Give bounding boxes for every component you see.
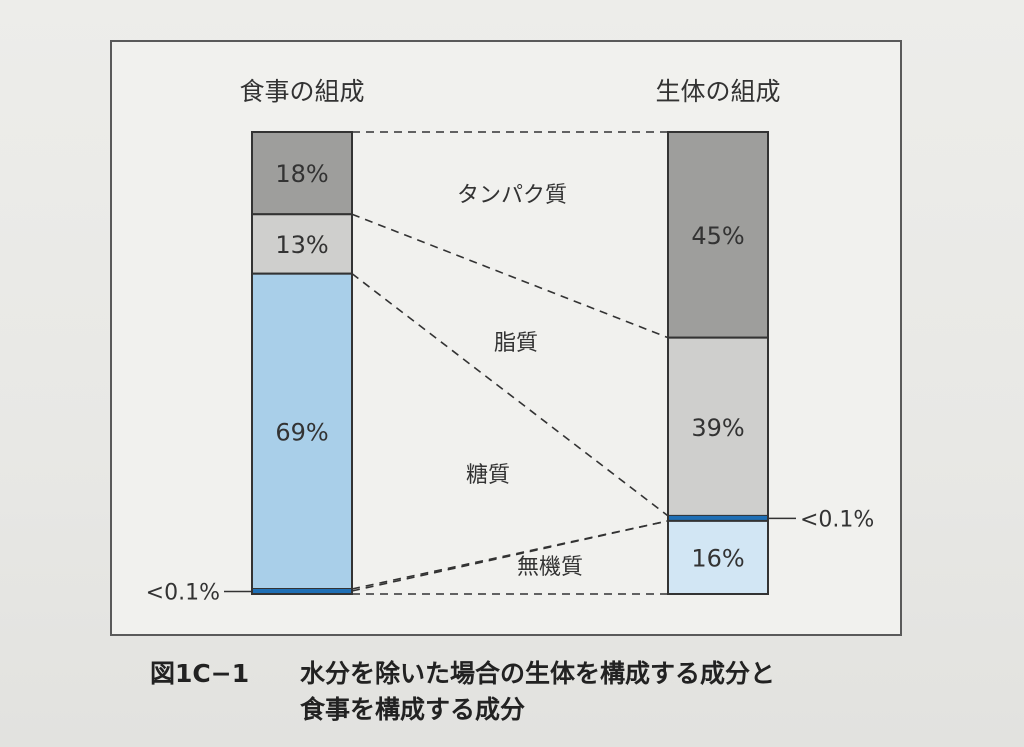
connector-line — [351, 213, 669, 339]
stacked-bar-chart: 18% 13% 69% <0.1% 食事の組成 45% 39% <0.1% 16% 生体の組成タン… — [146, 77, 875, 606]
bar-segment — [667, 336, 769, 517]
labels: 18% 13% 69% <0.1% 食事の組成 45% 39% <0.1% 16% 生体の組成タン… — [146, 77, 875, 606]
bar-outline — [667, 131, 769, 595]
connector-line — [351, 273, 669, 517]
figure-frame: 18% 13% 69% <0.1% 食事の組成 45% 39% <0.1% 16% 生体の組成タン… — [110, 40, 902, 636]
segment-label: 13% — [275, 231, 328, 259]
bar-outline — [251, 131, 353, 595]
bar-segment — [668, 515, 768, 521]
component-label: 糖質 — [466, 463, 510, 488]
component-label: タンパク質 — [457, 183, 567, 208]
segment-label: 69% — [275, 418, 328, 446]
segment-label: 16% — [691, 544, 744, 572]
connector-line — [351, 520, 669, 592]
component-label: 脂質 — [494, 331, 538, 356]
segment-label: 39% — [691, 414, 744, 442]
caption-line1: 水分を除いた場合の生体を構成する成分と — [300, 659, 776, 688]
bars — [251, 131, 769, 596]
component-label: 無機質 — [517, 555, 583, 580]
bar-segment — [251, 131, 353, 216]
side-label: <0.1% — [800, 507, 874, 532]
caption-number: 図1C−1 — [150, 659, 250, 688]
side-label: <0.1% — [146, 581, 220, 606]
caption-line2: 食事を構成する成分 — [300, 695, 526, 724]
connector-line — [351, 520, 669, 590]
figure-caption: 図1C−1 水分を除いた場合の生体を構成する成分と 食事を構成する成分 — [150, 656, 910, 728]
bar-segment — [252, 589, 352, 594]
segment-label: 18% — [275, 160, 328, 188]
segment-label: 45% — [691, 222, 744, 250]
column-title: 食事の組成 — [239, 77, 364, 106]
bar-segment — [251, 272, 353, 590]
connector-lines — [351, 131, 669, 595]
column-title: 生体の組成 — [655, 77, 780, 106]
